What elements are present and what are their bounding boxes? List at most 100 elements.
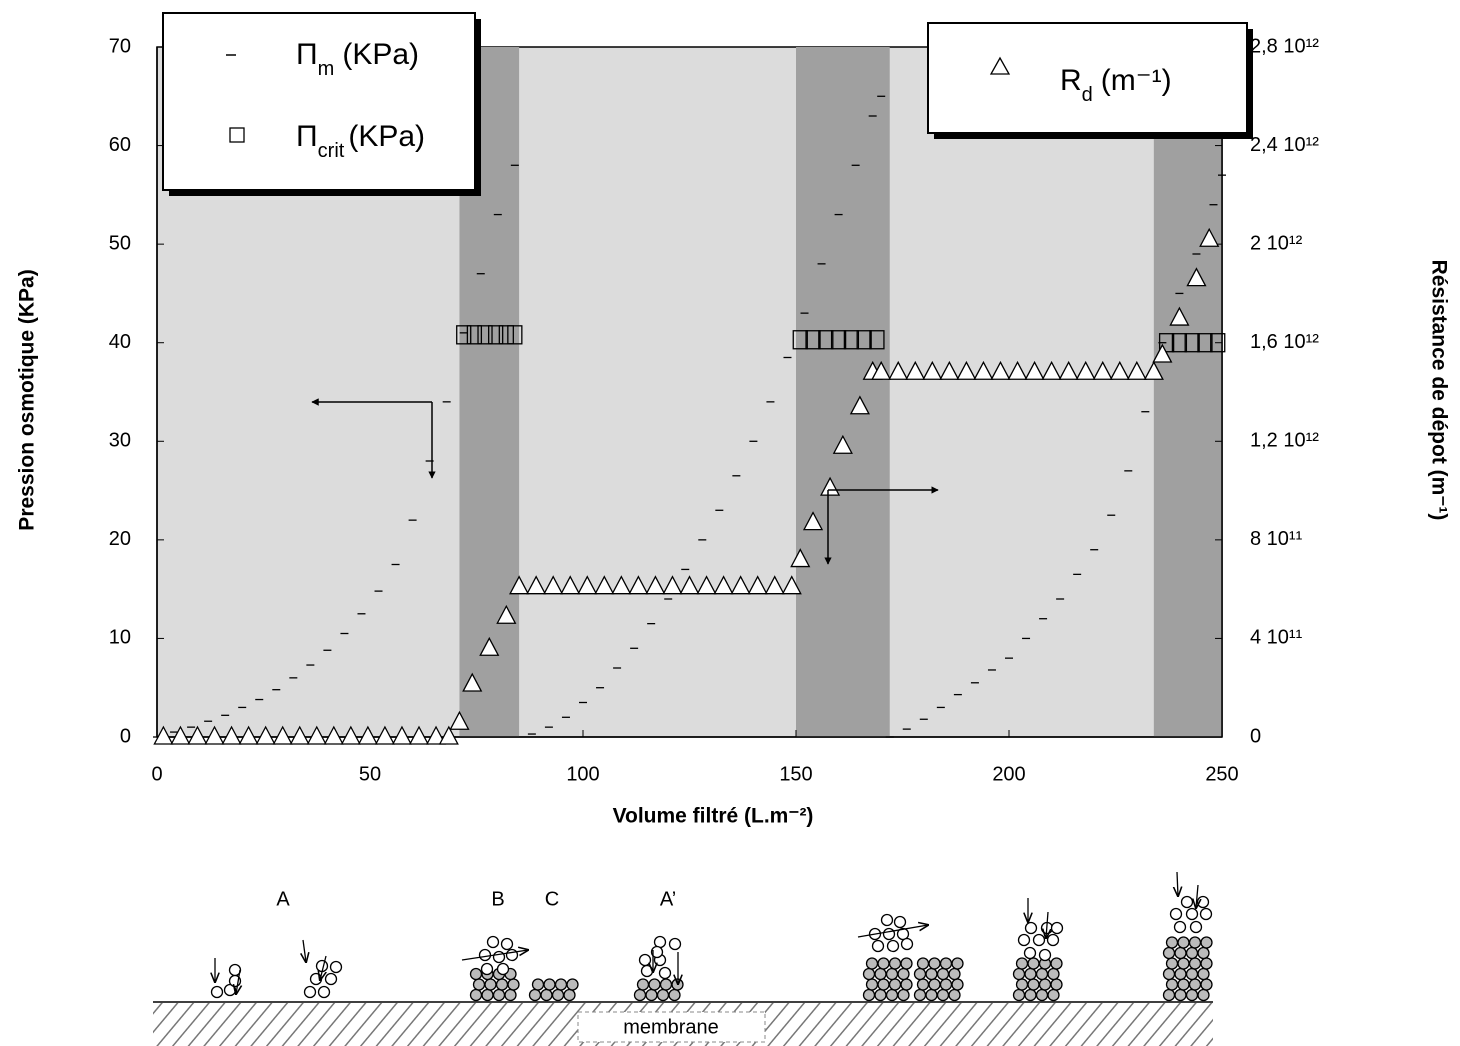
y-tick-label: 70 — [109, 35, 131, 57]
triangle-marker — [1092, 360, 1113, 380]
triangle-marker — [730, 575, 751, 595]
particle — [1177, 936, 1190, 949]
triangle-marker — [922, 360, 943, 380]
particle — [469, 967, 483, 981]
triangle-marker — [696, 575, 717, 595]
triangle-marker — [594, 575, 615, 595]
triangle-marker — [238, 725, 259, 745]
particle — [1196, 895, 1210, 909]
y2-tick-label: 1,6 10¹² — [1250, 331, 1319, 353]
particle — [874, 988, 887, 1002]
particle — [1047, 988, 1060, 1002]
square-marker — [792, 330, 808, 350]
particle — [486, 935, 500, 949]
flow-arrow — [320, 955, 326, 980]
triangle-marker — [272, 725, 293, 745]
triangle-marker — [408, 725, 430, 745]
triangle-marker — [496, 604, 517, 624]
legend-left: Πm (KPa) Πcrit (KPa) — [162, 12, 481, 196]
particle — [563, 988, 576, 1002]
triangle-marker — [645, 575, 666, 595]
particle — [210, 985, 224, 999]
particle — [636, 978, 650, 991]
x-tick-label: 150 — [779, 763, 812, 785]
triangle-marker — [662, 575, 683, 595]
particle — [948, 967, 961, 981]
square-marker — [830, 330, 847, 350]
triangle-marker — [832, 434, 853, 454]
annotation-arrows — [311, 398, 939, 565]
triangle-marker — [1041, 360, 1062, 380]
legend-sub: crit — [318, 140, 345, 162]
particle — [1177, 957, 1190, 970]
particle — [888, 957, 902, 970]
flow-arrow — [1196, 884, 1198, 908]
stage-label: A — [276, 888, 290, 910]
x-tick-label: 100 — [566, 763, 599, 785]
triangle-marker — [679, 575, 700, 595]
triangle-marker — [526, 575, 547, 595]
y2-tick-label: 8 10¹¹ — [1250, 528, 1303, 550]
triangle-marker — [956, 360, 977, 380]
triangle-marker — [905, 360, 926, 380]
particle — [939, 978, 953, 991]
triangle-marker — [871, 360, 892, 380]
triangle-marker — [479, 636, 500, 656]
particle — [480, 962, 494, 976]
triangle-marker — [747, 575, 768, 595]
triangle-marker — [462, 672, 483, 692]
triangle-marker — [170, 725, 191, 745]
triangle-marker — [1109, 360, 1130, 380]
particle — [1165, 936, 1179, 949]
particle — [505, 948, 519, 962]
particle — [1197, 988, 1210, 1002]
particle — [645, 988, 658, 1002]
particle — [481, 988, 494, 1002]
legend-right: Rd (m⁻¹) — [927, 22, 1253, 139]
triangle-marker — [1024, 360, 1045, 380]
particle — [1012, 967, 1026, 981]
particle — [925, 988, 938, 1002]
particle — [540, 988, 553, 1002]
y-tick-label: 10 — [109, 627, 131, 649]
triangle-marker — [577, 575, 598, 595]
particle — [862, 988, 876, 1002]
flow-arrow — [857, 925, 928, 938]
shaded-band — [796, 47, 890, 737]
particle — [1185, 967, 1199, 981]
particle — [900, 937, 914, 951]
square-marker — [805, 330, 821, 350]
legend-sub: d — [1082, 84, 1093, 106]
particle — [554, 978, 568, 991]
square-marker — [843, 330, 860, 350]
particle — [658, 966, 672, 980]
particle — [1200, 936, 1213, 949]
particle — [1197, 946, 1210, 960]
particle — [916, 978, 930, 991]
triangle-marker — [1075, 360, 1096, 380]
particle — [1177, 978, 1190, 991]
square-marker — [1171, 333, 1188, 353]
square-marker — [477, 325, 493, 345]
stage-label: A’ — [660, 888, 676, 910]
square-marker — [498, 325, 514, 345]
triangle-marker — [153, 725, 174, 745]
particle — [1027, 957, 1040, 970]
particle — [1050, 957, 1063, 970]
legend-symbol: R — [1060, 64, 1082, 97]
particle — [1015, 957, 1029, 970]
particle — [1050, 978, 1063, 991]
particle — [1185, 988, 1199, 1002]
particle — [900, 957, 913, 970]
particle — [656, 988, 670, 1002]
flow-arrow — [236, 969, 240, 994]
triangle-marker — [1186, 267, 1207, 287]
triangle-marker — [289, 725, 310, 745]
particle — [531, 978, 545, 991]
particle — [1188, 978, 1202, 991]
particle — [1188, 936, 1202, 949]
triangle-marker — [1169, 306, 1190, 326]
particle — [504, 988, 517, 1002]
particle — [897, 967, 910, 981]
flow-arrow — [1046, 911, 1048, 938]
